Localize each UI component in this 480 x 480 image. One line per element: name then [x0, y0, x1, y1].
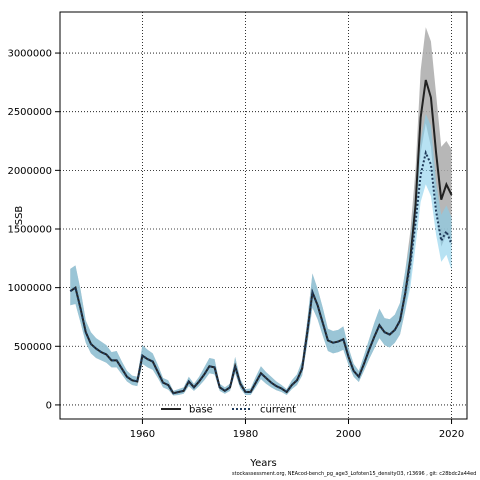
band-current: [70, 114, 452, 396]
y-axis: 0 500000 1000000 1500000 2000000 2500000 30000…: [7, 49, 60, 411]
y-tick-label: 1000000: [7, 283, 52, 294]
series-lines: [69, 79, 453, 395]
plot-frame: [59, 11, 468, 420]
y-tick-label: 0: [46, 400, 52, 411]
y-tick-label: 1500000: [7, 224, 52, 235]
legend-label-current: current: [260, 405, 296, 416]
x-axis: 1960 1980 2000 2020: [130, 419, 464, 440]
y-axis-label: SSB: [14, 206, 25, 226]
legend: base current: [161, 405, 296, 416]
line-current: [69, 149, 453, 395]
confidence-bands: [70, 27, 452, 396]
x-tick-label: 2000: [336, 429, 361, 440]
y-tick-label: 500000: [14, 342, 52, 353]
x-axis-label: Years: [249, 458, 276, 469]
x-tick-label: 1980: [233, 429, 258, 440]
x-tick-label: 1960: [130, 429, 155, 440]
line-base: [69, 79, 453, 395]
grid-lines: [60, 12, 467, 419]
y-tick-label: 3000000: [7, 49, 52, 60]
x-tick-label: 2020: [439, 429, 464, 440]
y-tick-label: 2000000: [7, 166, 52, 177]
y-tick-label: 2500000: [7, 107, 52, 118]
footer-note: stockassessment.org, NEAcod-bench_pg_age…: [232, 471, 477, 477]
legend-label-base: base: [189, 405, 213, 416]
